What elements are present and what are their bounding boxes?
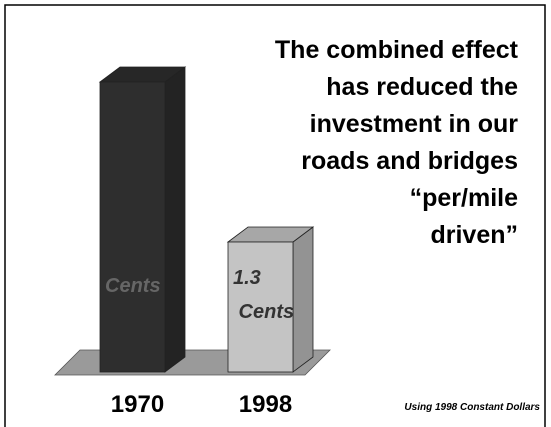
chart-title: driven” [430, 221, 518, 249]
annotation: Using 1998 Constant Dollars [404, 402, 540, 413]
bar [226, 226, 315, 373]
bar [98, 66, 187, 373]
chart-title: investment in our [310, 110, 519, 138]
chart-title: has reduced the [326, 73, 518, 101]
bar-front [99, 81, 166, 373]
bar-side [164, 66, 186, 373]
x-tick-label: 1998 [239, 391, 292, 418]
bar-front [227, 241, 294, 373]
chart-title: The combined effect [275, 36, 519, 64]
x-tick-label: 1970 [111, 391, 164, 418]
chart-title: roads and bridges [301, 147, 518, 175]
bar-side [292, 226, 314, 373]
chart-title: “per/mile [410, 184, 518, 212]
value-label: Cents [105, 275, 161, 297]
value-label-line: 1.3 [233, 267, 261, 289]
value-label-line: Cents [105, 275, 161, 297]
value-label: 1.3 Cents [233, 267, 294, 323]
value-label-line: Cents [233, 301, 294, 323]
